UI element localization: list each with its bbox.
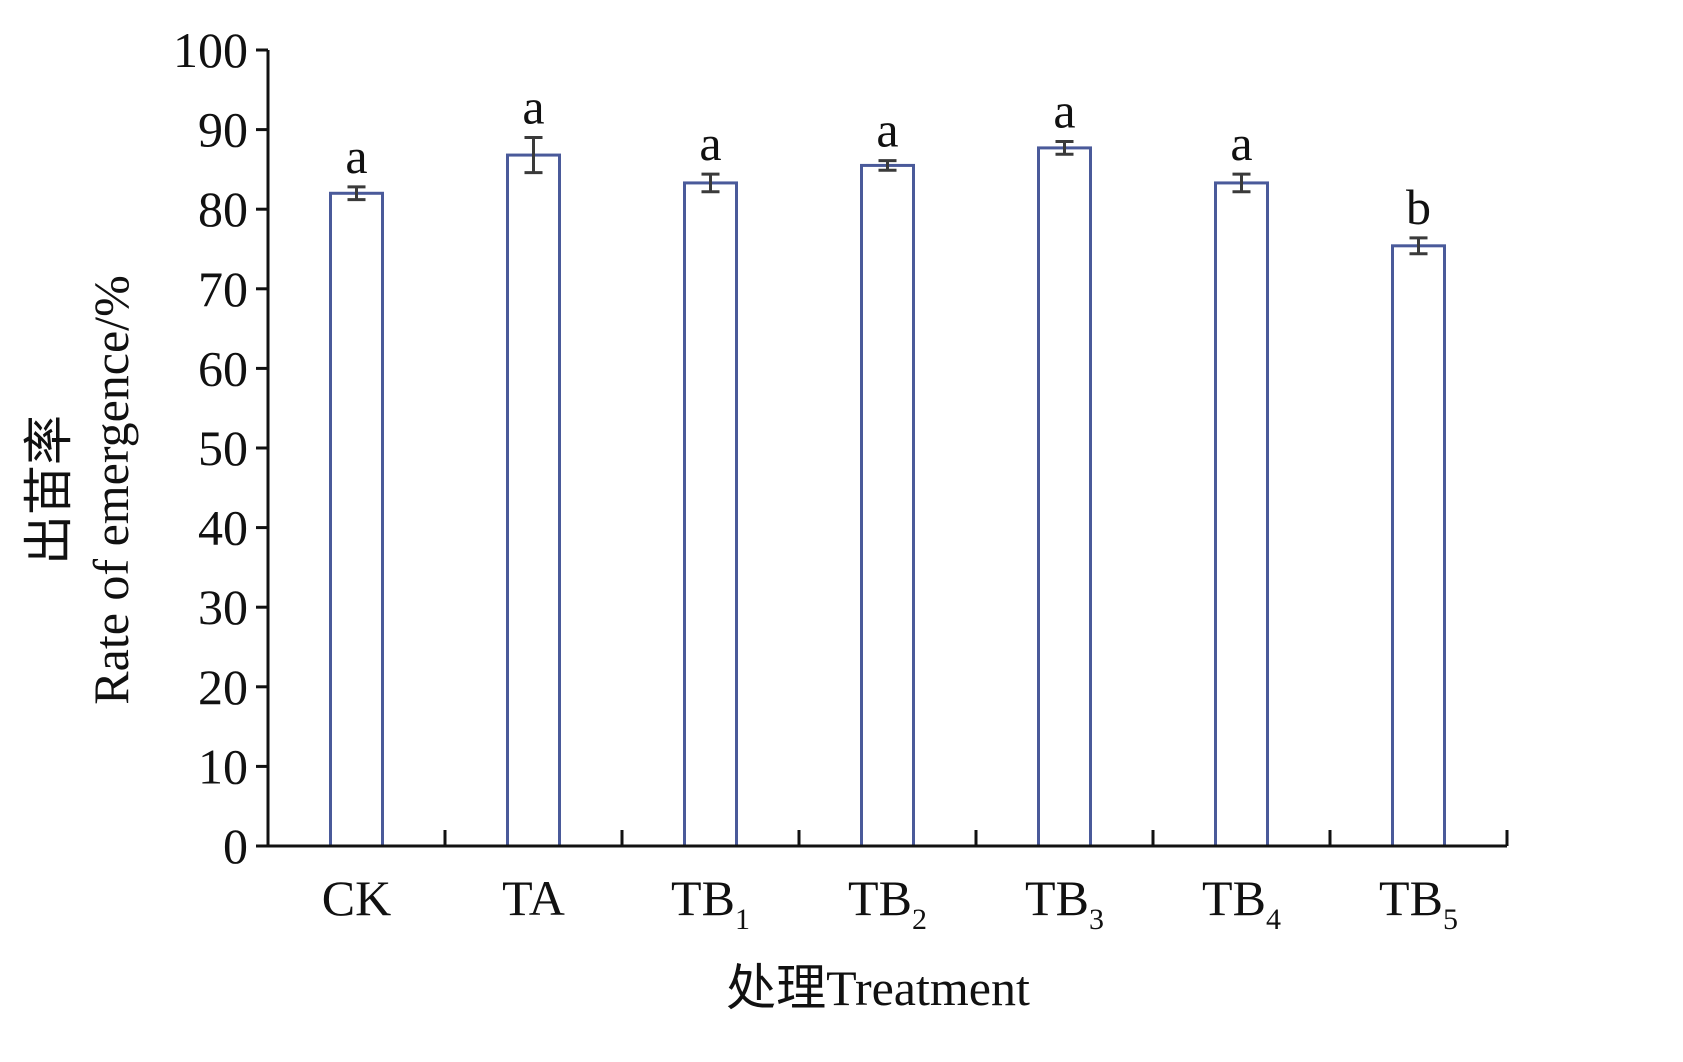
x-axis-title: 处理Treatment xyxy=(726,960,1030,1016)
x-category-subscript: 1 xyxy=(735,903,750,936)
bar xyxy=(1391,244,1446,848)
y-tick-label: 70 xyxy=(198,261,248,317)
x-category-subscript: 2 xyxy=(912,903,927,936)
x-category-base: TB xyxy=(848,870,912,926)
y-axis-title-en: Rate of emergence/% xyxy=(83,275,139,704)
y-tick-label: 50 xyxy=(198,420,248,476)
x-category-base: CK xyxy=(322,870,391,926)
significance-label: a xyxy=(522,79,544,135)
x-category-label: TB5 xyxy=(1379,870,1458,936)
significance-label: a xyxy=(876,102,898,158)
y-tick-label: 20 xyxy=(198,659,248,715)
significance-label: a xyxy=(345,128,367,184)
bar xyxy=(1214,181,1269,848)
y-tick-label: 90 xyxy=(198,102,248,158)
error-bars-group xyxy=(347,136,1428,256)
significance-labels-group: a a a a a a b xyxy=(345,79,1431,235)
bar xyxy=(860,163,915,848)
y-axis-title-cn: 出苗率 xyxy=(21,415,77,565)
x-category-subscript: 3 xyxy=(1089,903,1104,936)
bar xyxy=(1037,146,1092,848)
x-category-label: TB2 xyxy=(848,870,927,936)
x-category-label: TB4 xyxy=(1202,870,1281,936)
y-ticks-group: 0 10 20 30 40 50 60 70 80 90 100 xyxy=(173,22,268,874)
x-category-label: TA xyxy=(502,870,565,926)
x-category-label: TB3 xyxy=(1025,870,1104,936)
x-categories-group: CK TA TB1 TB2 TB3 TB4 TB5 xyxy=(322,870,1458,936)
x-category-label: CK xyxy=(322,870,391,926)
significance-label: a xyxy=(1053,83,1075,139)
bar xyxy=(329,191,384,848)
significance-label: a xyxy=(699,115,721,171)
x-category-base: TA xyxy=(502,870,565,926)
x-category-base: TB xyxy=(1202,870,1266,926)
significance-label: a xyxy=(1230,115,1252,171)
x-category-subscript: 5 xyxy=(1443,903,1458,936)
x-category-subscript: 4 xyxy=(1266,903,1281,936)
significance-label: b xyxy=(1406,179,1431,235)
x-category-base: TB xyxy=(1379,870,1443,926)
y-tick-label: 80 xyxy=(198,181,248,237)
x-category-label: TB1 xyxy=(671,870,750,936)
x-category-base: TB xyxy=(671,870,735,926)
bars-group xyxy=(329,146,1446,848)
y-tick-label: 0 xyxy=(223,818,248,874)
x-category-base: TB xyxy=(1025,870,1089,926)
y-tick-label: 60 xyxy=(198,340,248,396)
bar xyxy=(506,153,561,848)
y-tick-label: 10 xyxy=(198,738,248,794)
y-tick-label: 100 xyxy=(173,22,248,78)
y-tick-label: 40 xyxy=(198,500,248,556)
y-axis-title: 出苗率 Rate of emergence/% xyxy=(21,275,139,704)
y-tick-label: 30 xyxy=(198,579,248,635)
bar xyxy=(683,181,738,848)
